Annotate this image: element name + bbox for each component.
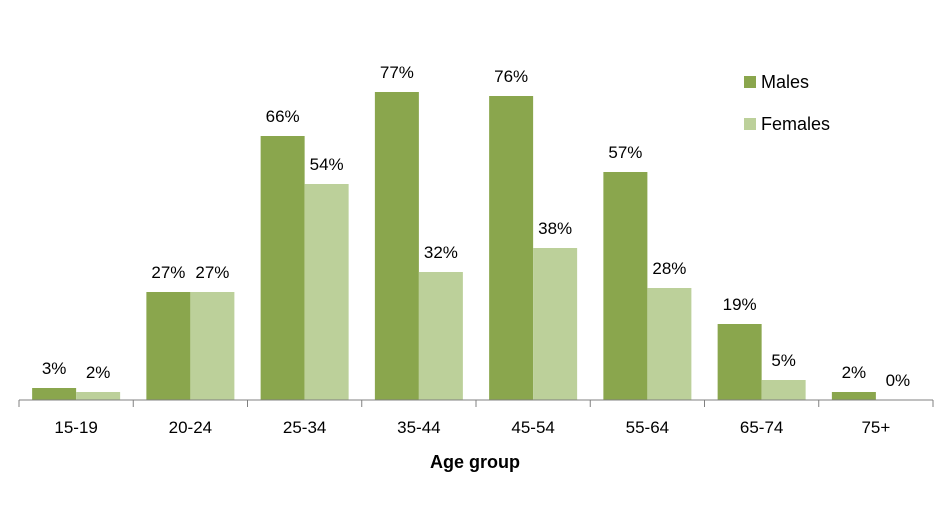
data-label-females-15-19: 2% [86, 363, 111, 382]
bar-females-35-44 [418, 272, 463, 400]
bars-group [32, 92, 876, 400]
data-label-females-35-44: 32% [424, 243, 458, 262]
bar-males-35-44 [374, 92, 419, 400]
x-tick-label: 25-34 [283, 418, 326, 437]
data-label-females-25-34: 54% [310, 155, 344, 174]
data-label-males-15-19: 3% [42, 359, 67, 378]
data-label-males-45-54: 76% [494, 67, 528, 86]
legend-swatch-males [744, 76, 756, 88]
bar-females-25-34 [304, 184, 349, 400]
legend-swatch-females [744, 118, 756, 130]
data-label-males-25-34: 66% [266, 107, 300, 126]
x-tick-label: 35-44 [397, 418, 440, 437]
bar-males-45-54 [489, 96, 534, 400]
bar-males-25-34 [260, 136, 305, 400]
x-tick-label: 65-74 [740, 418, 783, 437]
bar-females-65-74 [761, 380, 806, 400]
legend: Males Females [744, 72, 830, 134]
bar-males-75+ [831, 392, 876, 400]
bar-males-20-24 [146, 292, 191, 400]
bar-females-45-54 [533, 248, 578, 400]
x-tick-label: 15-19 [54, 418, 97, 437]
legend-label-males: Males [761, 72, 809, 92]
bar-males-55-64 [603, 172, 648, 400]
bar-males-65-74 [717, 324, 762, 400]
data-label-females-65-74: 5% [771, 351, 796, 370]
x-tick-label: 75+ [861, 418, 890, 437]
data-labels-group: 3% 2% 27% 27% 66% 54% 77% 32% 76% 38% 57% 28% 19% 5% 2… [42, 63, 910, 390]
x-axis [18, 399, 934, 407]
bar-females-15-19 [76, 392, 121, 400]
data-label-males-35-44: 77% [380, 63, 414, 82]
bar-males-15-19 [32, 388, 77, 400]
data-label-females-55-64: 28% [652, 259, 686, 278]
data-label-males-65-74: 19% [723, 295, 757, 314]
data-label-females-20-24: 27% [195, 263, 229, 282]
data-label-males-55-64: 57% [608, 143, 642, 162]
x-tick-label: 55-64 [626, 418, 669, 437]
bar-females-20-24 [190, 292, 235, 400]
data-label-males-75+: 2% [842, 363, 867, 382]
x-tick-label: 45-54 [511, 418, 554, 437]
x-axis-title: Age group [430, 452, 520, 472]
legend-label-females: Females [761, 114, 830, 134]
bar-females-55-64 [647, 288, 692, 400]
data-label-females-45-54: 38% [538, 219, 572, 238]
data-label-females-75+: 0% [886, 371, 911, 390]
x-tick-label: 20-24 [169, 418, 212, 437]
x-tick-labels: 15-19 20-24 25-34 35-44 45-54 55-64 65-74 75+ [54, 418, 890, 437]
data-label-males-20-24: 27% [151, 263, 185, 282]
